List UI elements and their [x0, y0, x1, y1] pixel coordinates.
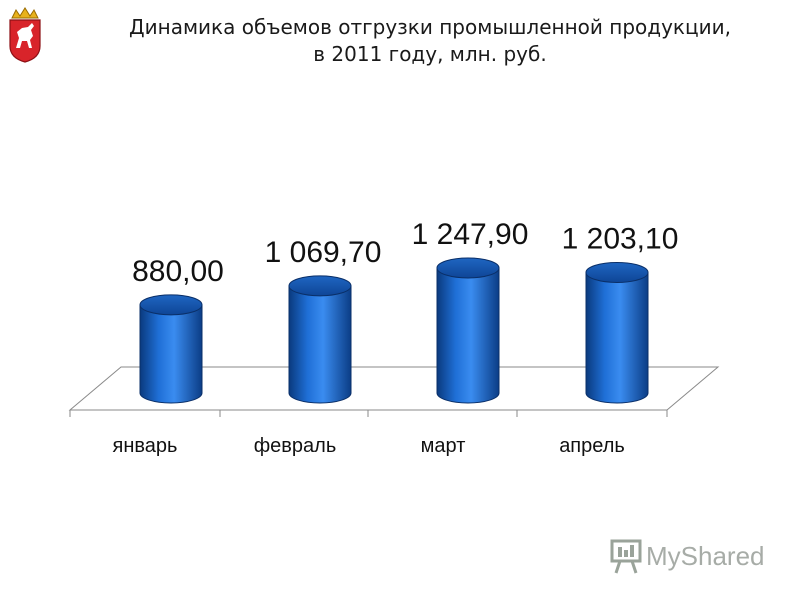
data-labels-group: 880,00 1 069,70 1 247,90 1 203,10 [132, 218, 678, 288]
bar-2 [436, 257, 500, 404]
bar-body-1 [288, 285, 352, 404]
bar-1 [288, 275, 352, 404]
coat-of-arms-horse-icon [9, 7, 41, 63]
bar-3 [585, 261, 649, 404]
category-label-1: февраль [254, 435, 337, 457]
chart-title-line-2: в 2011 году, млн. руб. [313, 42, 547, 66]
watermark-text: MyShared [646, 541, 765, 571]
chart-title-line-1: Динамика объемов отгрузки промышленной п… [129, 15, 731, 39]
bar-top-3 [585, 261, 649, 283]
data-label-0: 880,00 [132, 255, 224, 288]
presentation-screen-icon: MyShared [610, 539, 765, 574]
data-label-1: 1 069,70 [265, 236, 382, 269]
bar-top-0 [139, 294, 203, 316]
category-axis: январь февраль март апрель [113, 435, 625, 457]
category-label-2: март [421, 435, 466, 457]
bar-body-2 [436, 267, 500, 404]
category-label-0: январь [113, 435, 178, 457]
category-label-3: апрель [559, 435, 625, 457]
chart-title: Динамика объемов отгрузки промышленной п… [100, 14, 760, 68]
data-label-3: 1 203,10 [562, 222, 679, 255]
data-label-2: 1 247,90 [412, 218, 529, 251]
chart-floor [68, 366, 720, 417]
bar-0 [139, 294, 203, 404]
bar-top-1 [288, 275, 352, 297]
bars-group [139, 257, 649, 404]
watermark: MyShared [606, 535, 766, 579]
bar-top-2 [436, 257, 500, 279]
bar-body-0 [139, 304, 203, 404]
bar-body-3 [585, 271, 649, 404]
